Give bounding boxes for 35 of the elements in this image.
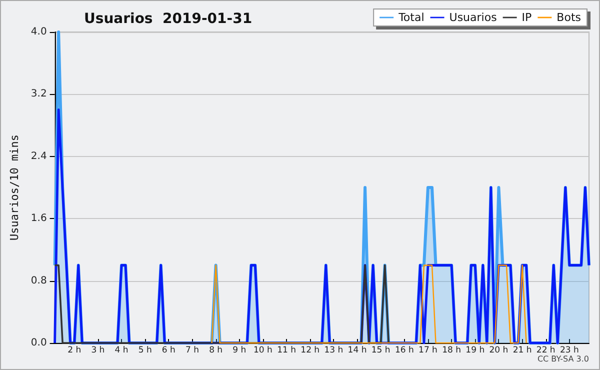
x-tick-label: 17 h	[418, 346, 438, 356]
x-tick-label: 3 h	[91, 346, 105, 356]
chart-title: Usuarios 2019-01-31	[84, 11, 252, 27]
x-tick-label: 4 h	[114, 346, 128, 356]
x-tick-label: 22 h	[536, 346, 556, 356]
y-tick-label: 3.2	[30, 88, 47, 100]
x-tick-label: 7 h	[185, 346, 199, 356]
x-tick-label: 5 h	[138, 346, 152, 356]
x-tick-label: 19 h	[466, 346, 485, 356]
legend-label: IP	[522, 11, 532, 24]
y-tick-label: 1.6	[30, 213, 47, 224]
x-tick-label: 21 h	[512, 346, 532, 356]
x-tick-label: 8 h	[209, 346, 223, 356]
y-tick-label: 0.8	[30, 275, 47, 286]
x-tick-label: 15 h	[371, 346, 390, 356]
y-tick-label: 4.0	[30, 26, 47, 38]
y-tick-label: 2.4	[30, 150, 47, 162]
x-tick-label: 6 h	[162, 346, 176, 356]
x-tick-label: 13 h	[324, 346, 344, 356]
legend-label: Total	[398, 11, 424, 24]
x-tick-label: 12 h	[300, 346, 320, 356]
x-tick-label: 2 h	[68, 346, 82, 356]
x-tick-label: 23 h	[560, 346, 579, 356]
x-tick-label: 11 h	[277, 346, 296, 356]
x-tick-label: 20 h	[489, 346, 508, 356]
text: CC BY-SA 3.0	[537, 354, 590, 364]
legend-label: Bots	[556, 11, 582, 24]
x-tick-label: 18 h	[442, 346, 462, 356]
x-tick-label: 9 h	[232, 346, 246, 356]
x-tick-label: 16 h	[394, 346, 414, 356]
legend-label: Usuarios	[449, 11, 498, 24]
y-tick-label: 0.0	[30, 338, 47, 348]
x-tick-label: 14 h	[348, 346, 367, 356]
x-tick-label: 10 h	[254, 346, 272, 356]
y-axis-title: Usuarios/10 mins	[8, 134, 21, 240]
